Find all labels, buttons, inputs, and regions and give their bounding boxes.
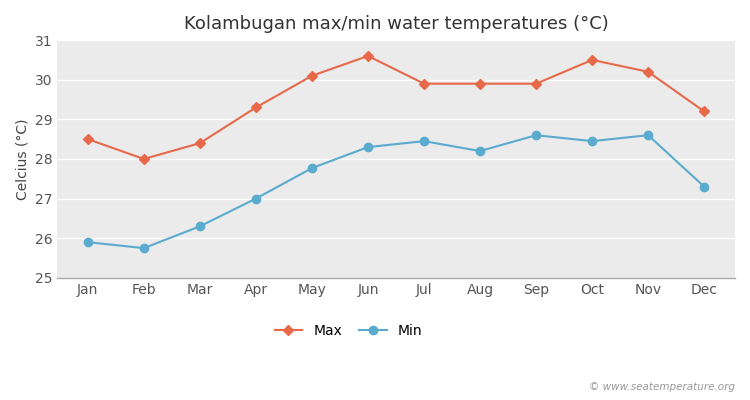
Max: [140, 156, 148, 161]
Min: [83, 240, 92, 244]
Y-axis label: Celcius (°C): Celcius (°C): [15, 118, 29, 200]
Text: © www.seatemperature.org: © www.seatemperature.org: [589, 382, 735, 392]
Min: [644, 133, 652, 138]
Min: [196, 224, 205, 229]
Line: Max: Max: [85, 52, 708, 162]
Max: [419, 81, 428, 86]
Title: Kolambugan max/min water temperatures (°C): Kolambugan max/min water temperatures (°…: [184, 15, 608, 33]
Max: [532, 81, 541, 86]
Min: [251, 196, 260, 201]
Max: [700, 109, 709, 114]
Min: [419, 139, 428, 144]
Min: [532, 133, 541, 138]
Max: [644, 70, 652, 74]
Max: [83, 137, 92, 142]
Min: [476, 149, 484, 154]
Min: [700, 184, 709, 189]
Legend: Max, Min: Max, Min: [269, 318, 428, 343]
Min: [587, 139, 596, 144]
Min: [364, 145, 373, 150]
Max: [476, 81, 484, 86]
Max: [308, 73, 316, 78]
Min: [308, 166, 316, 170]
Max: [587, 58, 596, 62]
Max: [196, 141, 205, 146]
Max: [251, 105, 260, 110]
Min: [140, 246, 148, 250]
Max: [364, 54, 373, 58]
Line: Min: Min: [84, 131, 708, 252]
